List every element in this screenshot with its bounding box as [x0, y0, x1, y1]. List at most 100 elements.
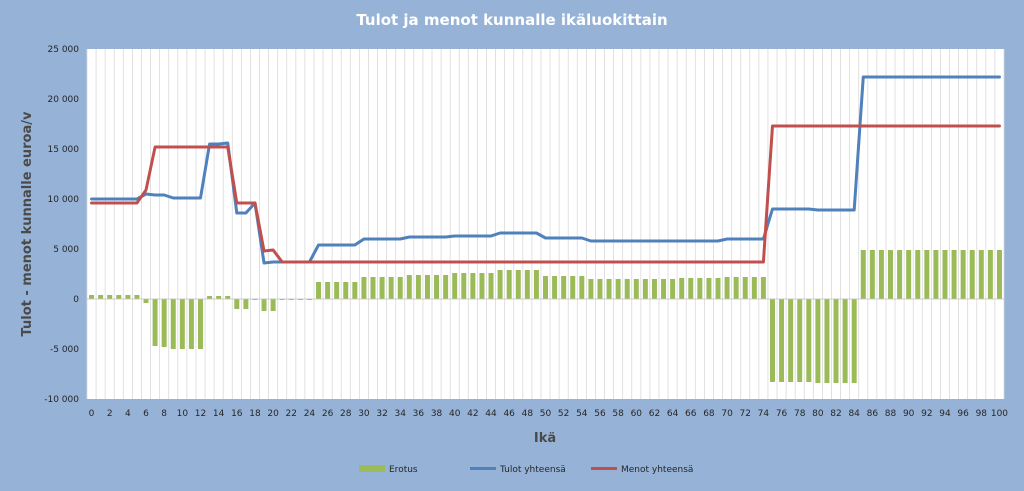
bar-erotus [697, 278, 703, 299]
bar-erotus [706, 278, 712, 299]
bar-erotus [406, 275, 412, 299]
x-tick-label: 34 [395, 409, 407, 419]
x-tick-label: 76 [776, 409, 788, 419]
bar-erotus [188, 299, 194, 349]
legend: Erotus Tulot yhteensä Menot yhteensä [359, 465, 693, 475]
x-tick-label: 6 [143, 409, 149, 419]
gridlines [86, 49, 1005, 399]
bar-erotus [978, 250, 984, 299]
bar-erotus [942, 250, 948, 299]
bar-erotus [688, 278, 694, 299]
series-lines [90, 75, 1001, 265]
x-tick-label: 50 [540, 409, 552, 419]
bar-erotus [461, 273, 467, 299]
bar-erotus [270, 299, 276, 311]
x-tick-label: 14 [213, 409, 225, 419]
bar-erotus [833, 299, 839, 383]
y-axis-title: Tulot - menot kunnalle euroa/v [20, 111, 35, 336]
bar-erotus [651, 279, 657, 299]
bar-erotus [152, 299, 158, 346]
bar-erotus [915, 250, 921, 299]
bar-erotus [325, 282, 331, 299]
bar-erotus [751, 277, 757, 299]
bar-erotus [415, 275, 421, 299]
bar-erotus [334, 282, 340, 299]
bar-erotus [624, 279, 630, 299]
bar-erotus [515, 270, 521, 299]
bar-erotus [842, 299, 848, 383]
x-tick-label: 26 [322, 409, 334, 419]
bar-erotus [561, 276, 567, 299]
legend-label: Erotus [389, 465, 418, 475]
bar-erotus [497, 270, 503, 299]
bar-erotus [679, 278, 685, 299]
bar-erotus [297, 299, 303, 300]
bar-erotus [806, 299, 812, 382]
bar-erotus [424, 275, 430, 299]
bar-erotus [279, 299, 285, 300]
bar-erotus [134, 295, 140, 299]
bar-erotus [361, 277, 367, 299]
x-tick-label: 16 [231, 409, 243, 419]
bar-erotus [98, 295, 104, 299]
x-tick-label: 46 [503, 409, 515, 419]
bar-erotus [225, 296, 231, 299]
y-tick-label: 10 000 [48, 195, 80, 205]
bar-erotus [379, 277, 385, 299]
bar-erotus [769, 299, 775, 382]
x-tick-label: 66 [685, 409, 697, 419]
chart-title: Tulot ja menot kunnalle ikäluokittain [356, 11, 667, 29]
bar-erotus [170, 299, 176, 349]
y-tick-label: 25 000 [48, 45, 80, 55]
bar-erotus [779, 299, 785, 382]
bar-erotus [470, 273, 476, 299]
x-tick-label: 82 [830, 409, 841, 419]
bar-erotus [243, 299, 249, 309]
bar-erotus [452, 273, 458, 299]
x-tick-label: 18 [249, 409, 261, 419]
bar-erotus [207, 296, 213, 299]
bar-erotus [524, 270, 530, 299]
legend-label: Menot yhteensä [621, 465, 693, 475]
x-tick-label: 48 [522, 409, 534, 419]
x-tick-label: 64 [667, 409, 679, 419]
bar-erotus [960, 250, 966, 299]
x-tick-label: 84 [848, 409, 860, 419]
line-tulot-yhteensa [90, 75, 1001, 265]
legend-label: Tulot yhteensä [499, 465, 566, 475]
x-tick-label: 56 [594, 409, 606, 419]
x-tick-label: 38 [431, 409, 443, 419]
bar-erotus [670, 279, 676, 299]
x-tick-label: 74 [758, 409, 770, 419]
bar-erotus [588, 279, 594, 299]
bar-erotus [234, 299, 240, 309]
bar-erotus [397, 277, 403, 299]
bar-erotus [89, 295, 95, 299]
y-tick-label: -10 000 [44, 395, 79, 405]
x-tick-label: 22 [286, 409, 297, 419]
bar-erotus [824, 299, 830, 383]
bar-erotus [715, 278, 721, 299]
bar-erotus [615, 279, 621, 299]
bar-erotus [506, 270, 512, 299]
bar-erotus [888, 250, 894, 299]
bar-erotus [878, 250, 884, 299]
x-axis-title: Ikä [534, 431, 556, 446]
x-tick-label: 24 [304, 409, 316, 419]
bars-erotus [89, 250, 1002, 383]
bar-erotus [987, 250, 993, 299]
bar-erotus [924, 250, 930, 299]
bar-erotus [742, 277, 748, 299]
x-tick-label: 40 [449, 409, 461, 419]
x-tick-label: 30 [358, 409, 370, 419]
legend-swatch-erotus [359, 465, 385, 472]
bar-erotus [434, 275, 440, 299]
x-tick-label: 36 [413, 409, 425, 419]
x-tick-label: 44 [485, 409, 497, 419]
y-tick-label: 0 [73, 295, 79, 305]
x-tick-label: 62 [649, 409, 660, 419]
bar-erotus [897, 250, 903, 299]
x-tick-label: 96 [957, 409, 969, 419]
x-tick-label: 12 [195, 409, 206, 419]
